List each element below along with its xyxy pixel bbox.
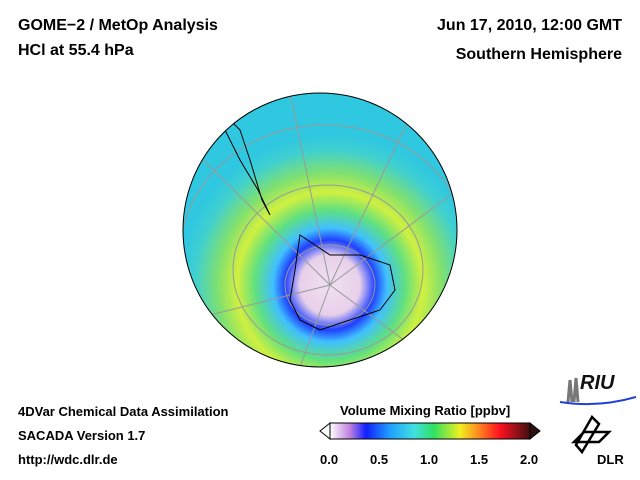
tick-4: 2.0 — [520, 452, 539, 467]
map-region: Southern Hemisphere — [455, 46, 622, 63]
map-date: Jun 17, 2010, 12:00 GMT — [437, 17, 622, 34]
map-subtitle: HCl at 55.4 hPa — [18, 42, 134, 59]
colorbar-high-arrow — [529, 421, 541, 441]
tick-1: 0.5 — [370, 452, 389, 467]
riu-logo: RIU — [580, 372, 615, 394]
footer-method: 4DVar Chemical Data Assimilation — [18, 404, 229, 419]
colorbar-low-arrow — [319, 421, 331, 441]
footer-version: SACADA Version 1.7 — [18, 428, 146, 443]
tick-0: 0.0 — [320, 452, 339, 467]
tick-3: 1.5 — [470, 452, 489, 467]
map-title: GOME−2 / MetOp Analysis — [18, 17, 218, 34]
globe-disc — [183, 93, 457, 367]
dlr-logo: DLR — [597, 452, 624, 467]
graticule — [183, 93, 457, 367]
dlr-logo-graphic — [570, 414, 613, 455]
colorbar-title: Volume Mixing Ratio [ppbv] — [340, 403, 511, 418]
colorbar — [319, 421, 541, 441]
riu-logo-graphic — [559, 377, 637, 406]
footer-url[interactable]: http://wdc.dlr.de — [18, 452, 118, 467]
tick-2: 1.0 — [420, 452, 439, 467]
